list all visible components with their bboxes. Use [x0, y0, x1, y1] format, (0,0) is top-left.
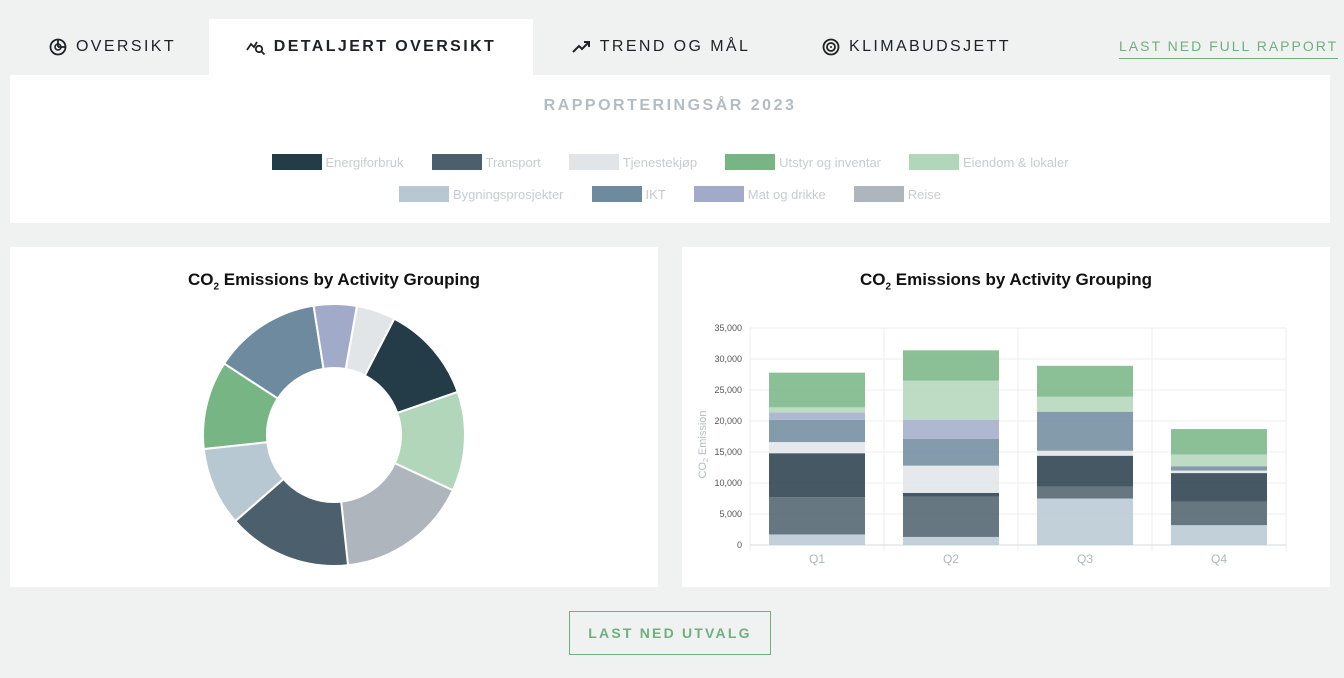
legend-label: Reise	[907, 186, 942, 202]
chart-search-icon	[246, 37, 266, 57]
y-axis-label: CO2 Emission	[697, 410, 710, 478]
y-tick-label: 10,000	[714, 478, 742, 488]
legend-label: Utstyr og inventar	[779, 154, 881, 170]
legend-label: Transport	[485, 154, 541, 170]
bar-segment-tjenestekjop-q4[interactable]	[1171, 470, 1267, 474]
bar-segment-energiforbruk-q3[interactable]	[1037, 455, 1133, 487]
tab-oversikt[interactable]: OVERSIKT	[32, 19, 192, 75]
bar-segment-ikt-q1[interactable]	[769, 419, 865, 443]
legend-swatch	[398, 186, 449, 202]
bar-segment-utstyr-og-inventar-q3[interactable]	[1037, 365, 1133, 397]
bar-segment-utstyr-og-inventar-q4[interactable]	[1171, 429, 1267, 455]
bar-segment-transport-q1[interactable]	[769, 497, 865, 535]
legend-label: IKT	[645, 186, 666, 202]
tab-label: KLIMABUDSJETT	[849, 38, 1011, 55]
legend-item-energiforbruk[interactable]: Energiforbruk	[271, 154, 404, 170]
bar-segment-transport-q2[interactable]	[903, 496, 999, 537]
y-tick-label: 0	[737, 540, 742, 550]
legend-item-bygningsprosjekter[interactable]: Bygningsprosjekter	[398, 186, 564, 202]
tab-bar: OVERSIKT DETALJERT OVERSIKT TREND OG MÅL…	[0, 0, 1344, 75]
legend-label: Eiendom & lokaler	[963, 154, 1069, 170]
x-tick-label: Q4	[1211, 552, 1227, 566]
donut-slice-tjenestekjop[interactable]	[344, 304, 396, 377]
bar-segment-mat-og-drikke-q2[interactable]	[903, 419, 999, 439]
legend-label: Tjenestekjøp	[622, 154, 698, 170]
legend-item-mat-og-drikke[interactable]: Mat og drikke	[693, 186, 826, 202]
legend-swatch	[271, 154, 322, 170]
tab-detaljert-oversikt[interactable]: DETALJERT OVERSIKT	[209, 19, 533, 75]
tab-label: DETALJERT OVERSIKT	[273, 38, 497, 55]
y-tick-label: 30,000	[714, 354, 742, 364]
bar-segment-mat-og-drikke-q1[interactable]	[769, 412, 865, 420]
legend-swatch	[591, 186, 642, 202]
y-tick-label: 5,000	[719, 509, 742, 519]
bar-segment-bygningsprosjekter-q3[interactable]	[1037, 498, 1133, 546]
x-tick-label: Q1	[809, 552, 825, 566]
bar-segment-energiforbruk-q1[interactable]	[769, 453, 865, 498]
legend-label: Energiforbruk	[325, 154, 404, 170]
bar-segment-utstyr-og-inventar-q1[interactable]	[769, 372, 865, 408]
bar-segment-tjenestekjop-q3[interactable]	[1037, 450, 1133, 456]
target-icon	[821, 37, 841, 57]
bar-segment-ikt-q2[interactable]	[903, 438, 999, 466]
legend-item-reise[interactable]: Reise	[853, 186, 942, 202]
legend-swatch	[725, 154, 776, 170]
legend-item-tjenestekjop[interactable]: Tjenestekjøp	[568, 154, 698, 170]
bar-segment-tjenestekjop-q2[interactable]	[903, 465, 999, 493]
bar-segment-tjenestekjop-q1[interactable]	[769, 442, 865, 454]
bar-segment-bygningsprosjekter-q2[interactable]	[903, 536, 999, 545]
legend-label: Mat og drikke	[747, 186, 826, 202]
bar-segment-eiendom-lokaler-q2[interactable]	[903, 380, 999, 420]
pie-icon	[48, 37, 68, 57]
legend-row: Energiforbruk Transport Tjenestekjøp Uts…	[10, 154, 1330, 170]
legend-item-ikt[interactable]: IKT	[591, 186, 666, 202]
x-tick-label: Q2	[943, 552, 959, 566]
tab-klimabudsjett[interactable]: KLIMABUDSJETT	[806, 19, 1026, 75]
donut-chart	[202, 303, 466, 567]
legend-item-transport[interactable]: Transport	[431, 154, 541, 170]
bar-segment-bygningsprosjekter-q4[interactable]	[1171, 525, 1267, 545]
y-tick-label: 25,000	[714, 385, 742, 395]
bar-segment-transport-q4[interactable]	[1171, 501, 1267, 526]
bar-chart-panel: CO2 Emissions by Activity Grouping 0 5,00…	[682, 247, 1330, 587]
bar-segment-energiforbruk-q4[interactable]	[1171, 473, 1267, 502]
bar-segment-eiendom-lokaler-q1[interactable]	[769, 407, 865, 413]
download-full-report-link[interactable]: LAST NED FULL RAPPORT	[1119, 38, 1339, 59]
legend-item-eiendom-lokaler[interactable]: Eiendom & lokaler	[909, 154, 1069, 170]
y-tick-label: 15,000	[714, 447, 742, 457]
bar-segment-eiendom-lokaler-q3[interactable]	[1037, 396, 1133, 412]
bar-segment-utstyr-og-inventar-q2[interactable]	[903, 350, 999, 381]
bar-segment-ikt-q3[interactable]	[1037, 411, 1133, 451]
y-tick-label: 35,000	[714, 323, 742, 333]
y-tick-label: 20,000	[714, 416, 742, 426]
donut-chart-title: CO2 Emissions by Activity Grouping	[187, 270, 481, 293]
tab-label: TREND OG MÅL	[599, 38, 751, 55]
legend-panel: RAPPORTERINGSÅR 2023 Energiforbruk Trans…	[10, 75, 1330, 223]
x-tick-label: Q3	[1077, 552, 1093, 566]
legend-swatch	[853, 186, 904, 202]
download-selection-button[interactable]: LAST NED UTVALG	[569, 611, 771, 655]
legend-swatch	[909, 154, 959, 170]
legend-swatch	[431, 154, 482, 170]
reporting-year-title: RAPPORTERINGSÅR 2023	[543, 97, 797, 114]
tab-trend-og-mal[interactable]: TREND OG MÅL	[556, 19, 766, 75]
stacked-bar-chart: 0 5,000 10,000 15,000 20,000 25,000 30,000 35,0…	[697, 323, 1287, 566]
legend-row: Bygningsprosjekter IKT Mat og drikke Rei…	[10, 186, 1330, 202]
bar-chart-title: CO2 Emissions by Activity Grouping	[859, 270, 1153, 293]
legend-label: Bygningsprosjekter	[452, 186, 564, 202]
legend-swatch	[568, 154, 619, 170]
tab-label: OVERSIKT	[75, 38, 177, 55]
bar-segment-eiendom-lokaler-q4[interactable]	[1171, 454, 1267, 467]
bar-segment-transport-q3[interactable]	[1037, 486, 1133, 499]
bar-segment-bygningsprosjekter-q1[interactable]	[769, 534, 865, 545]
bar-segment-ikt-q4[interactable]	[1171, 466, 1267, 471]
bar-segment-energiforbruk-q2[interactable]	[903, 492, 999, 497]
legend-swatch	[693, 186, 744, 202]
trend-up-icon	[571, 37, 592, 57]
donut-chart-panel: CO2 Emissions by Activity Grouping	[10, 247, 658, 587]
legend-item-utstyr-og-inventar[interactable]: Utstyr og inventar	[725, 154, 881, 170]
